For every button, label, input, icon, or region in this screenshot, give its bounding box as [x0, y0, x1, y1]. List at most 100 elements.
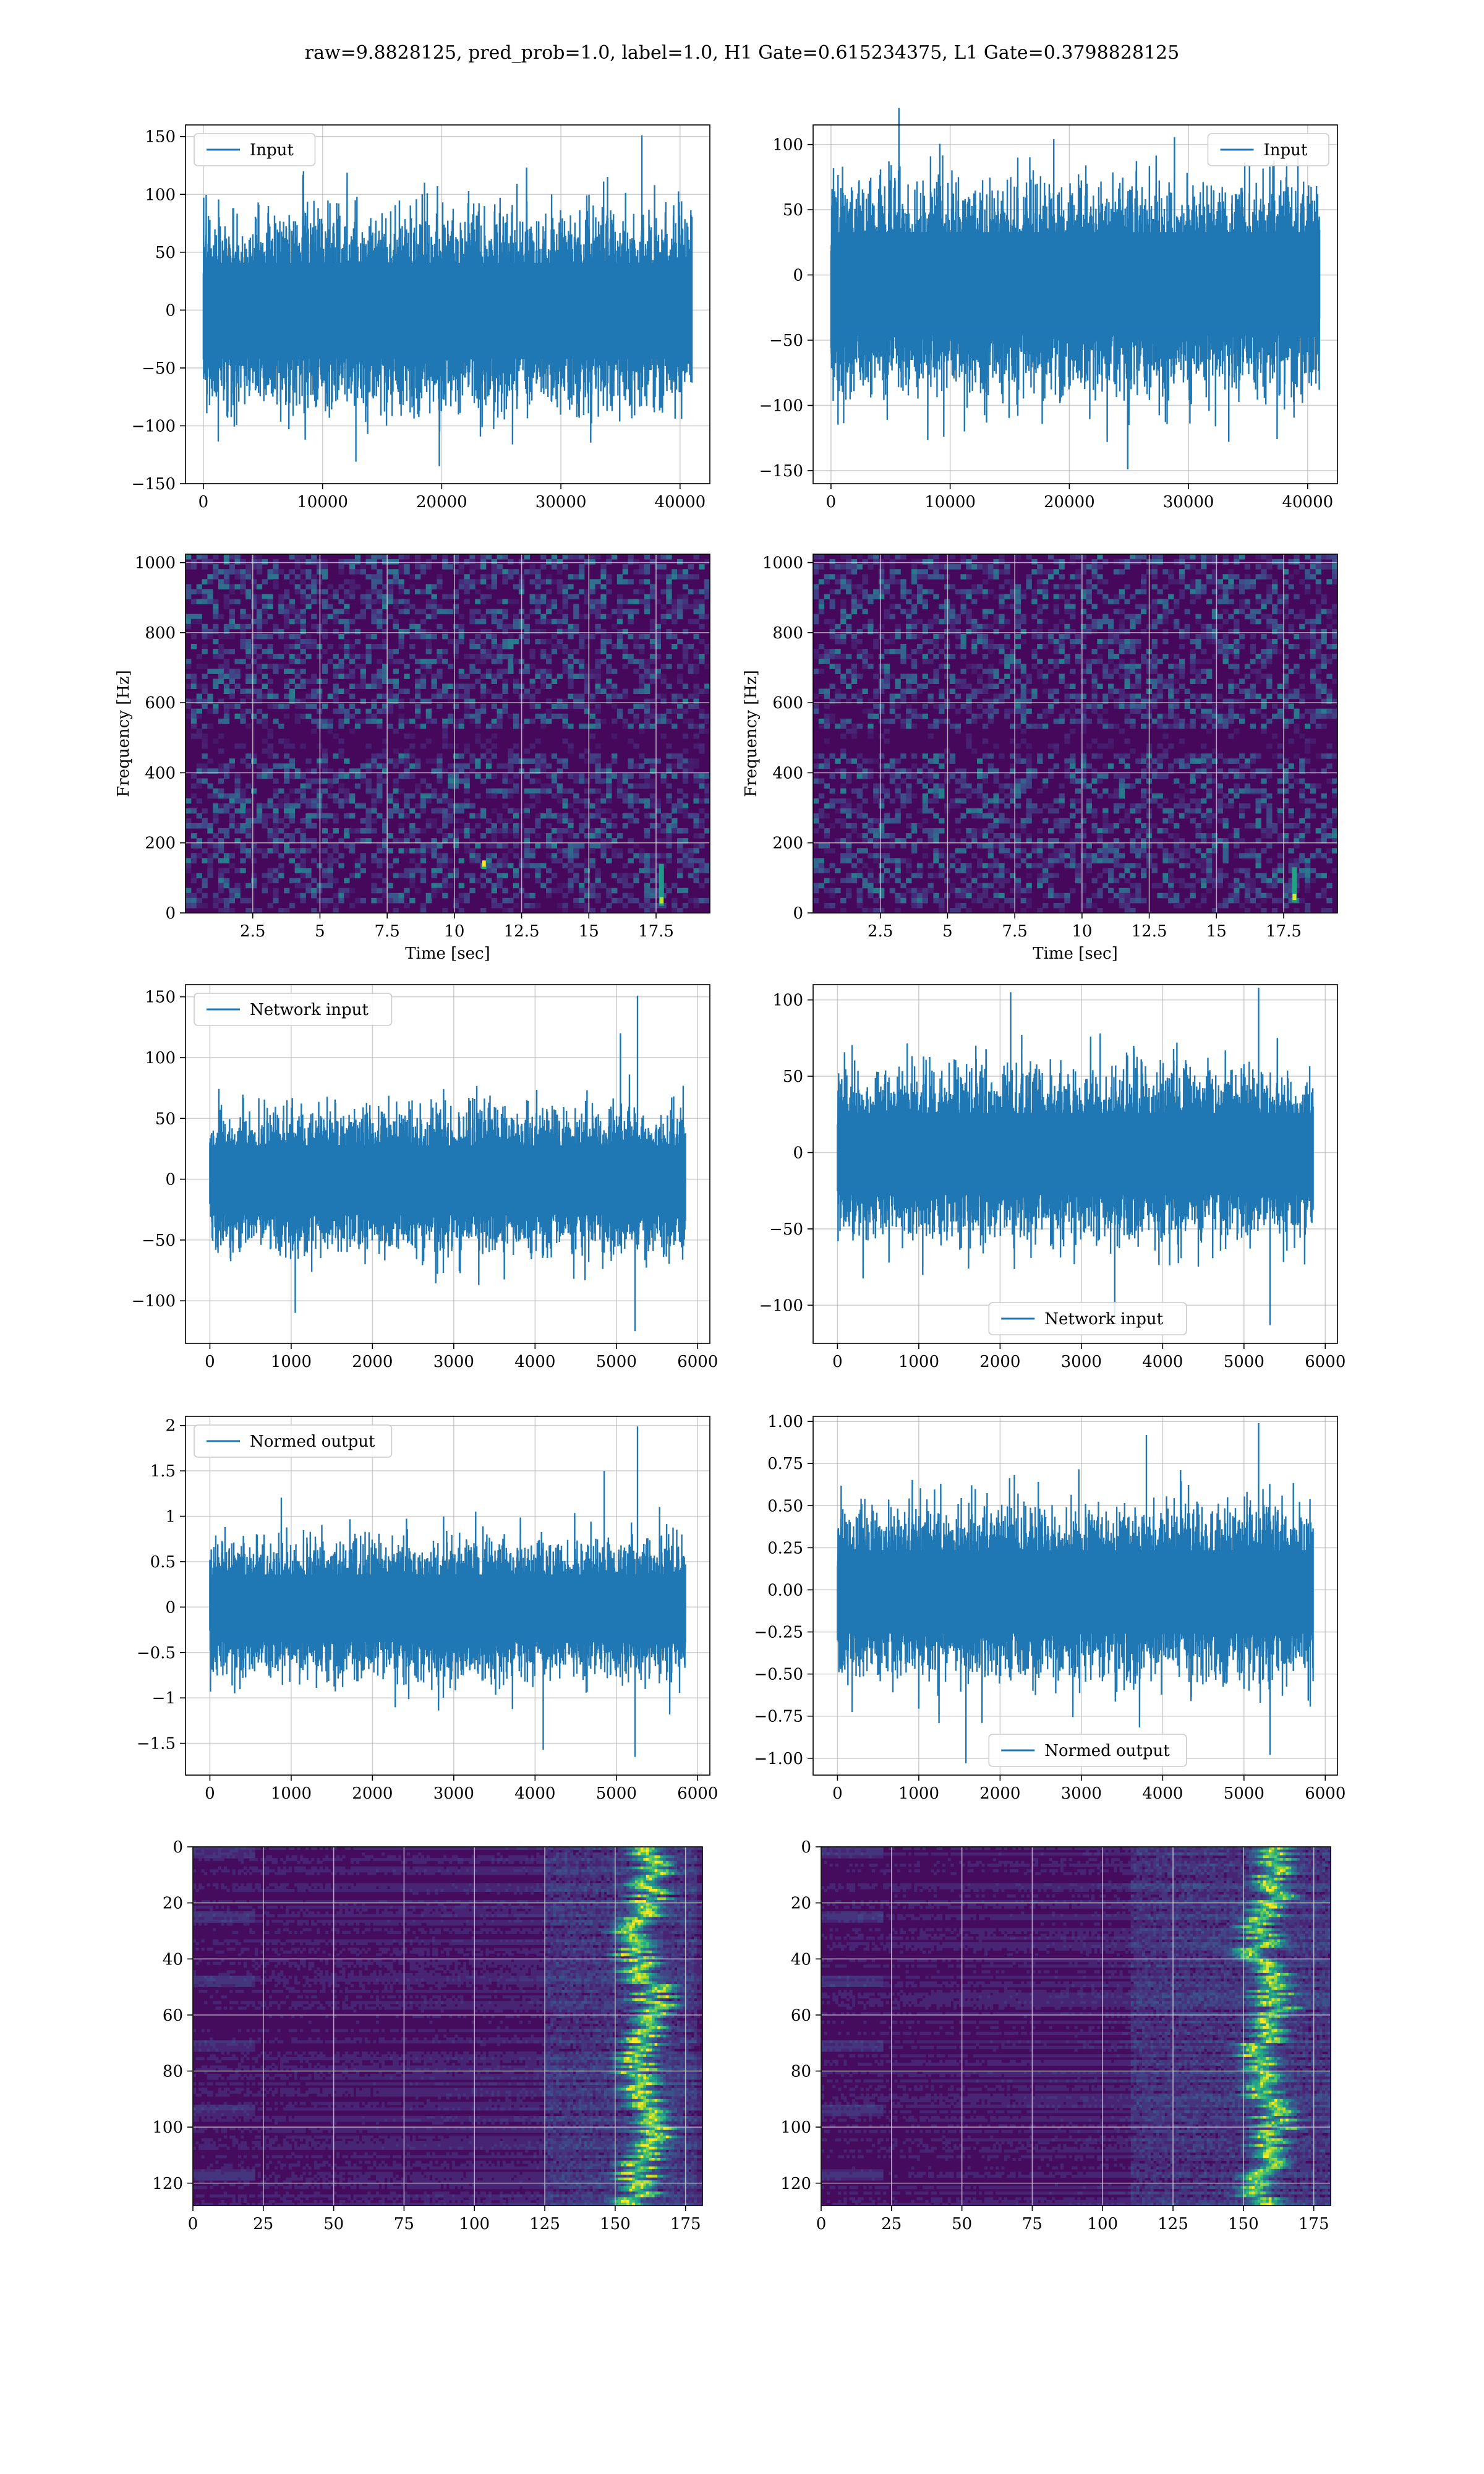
heatmap-cell [1091, 569, 1098, 575]
heatmap-cell [688, 768, 694, 774]
heatmap-cell [333, 683, 339, 689]
heatmap-cell [540, 579, 547, 584]
heatmap-cell [1097, 718, 1103, 724]
heatmap-cell [300, 873, 306, 879]
heatmap-cell [273, 753, 279, 759]
heatmap-cell [900, 892, 906, 899]
heatmap-cell [688, 618, 694, 625]
heatmap-cell [960, 703, 966, 709]
heatmap-cell [344, 559, 350, 565]
heatmap-cell [448, 683, 454, 689]
heatmap-cell [529, 609, 535, 615]
heatmap-cell [464, 788, 470, 794]
heatmap-cell [600, 628, 607, 635]
heatmap-cell [196, 614, 202, 620]
heatmap-cell [349, 888, 356, 894]
y-tick-label: 0 [165, 904, 176, 923]
heatmap-cell [922, 559, 928, 565]
heatmap-cell [966, 788, 972, 794]
heatmap-cell [884, 589, 890, 594]
heatmap-cell [546, 823, 552, 829]
heatmap-cell [393, 618, 399, 625]
heatmap-cell [1086, 863, 1092, 868]
heatmap-cell [448, 713, 454, 719]
heatmap-cell [327, 878, 333, 884]
heatmap-cell [682, 793, 689, 799]
heatmap-cell [699, 773, 705, 779]
heatmap-cell [595, 614, 601, 620]
heatmap-cell [856, 848, 863, 854]
heatmap-cell [464, 833, 470, 839]
heatmap-cell [824, 763, 830, 769]
x-tick-label: 30000 [535, 493, 587, 511]
heatmap-cell [420, 698, 427, 704]
heatmap-cell [693, 843, 699, 849]
heatmap-cell [688, 669, 694, 674]
heatmap-cell [982, 888, 989, 894]
heatmap-cell [360, 818, 366, 824]
heatmap-cell [879, 783, 885, 789]
heatmap-cell [409, 828, 416, 834]
heatmap-cell [568, 833, 574, 839]
heatmap-cell [851, 873, 858, 879]
heatmap-cell [927, 589, 934, 594]
heatmap-cell [1135, 848, 1141, 854]
heatmap-cell [606, 768, 612, 774]
heatmap-cell [955, 628, 961, 635]
heatmap-cell [993, 683, 999, 689]
heatmap-cell [835, 669, 841, 674]
heatmap-cell [949, 674, 956, 679]
heatmap-cell [1119, 674, 1125, 679]
heatmap-cell [415, 574, 421, 580]
heatmap-cell [939, 853, 945, 858]
heatmap-cell [273, 778, 279, 784]
heatmap-cell [469, 698, 475, 704]
heatmap-cell [349, 773, 356, 779]
heatmap-cell [508, 574, 514, 580]
heatmap-cell [704, 878, 710, 884]
heatmap-cell [273, 878, 279, 884]
heatmap-cell [960, 798, 966, 804]
heatmap-cell [677, 803, 683, 809]
heatmap-cell [278, 594, 284, 599]
heatmap-cell [1130, 703, 1136, 709]
heatmap-cell [562, 604, 568, 610]
heatmap-cell [442, 594, 448, 599]
heatmap-cell [262, 748, 268, 754]
heatmap-cell [999, 892, 1005, 899]
heatmap-cell [1102, 664, 1109, 669]
heatmap-cell [1102, 853, 1109, 858]
heatmap-cell [1053, 623, 1059, 630]
heatmap-cell [868, 734, 874, 739]
heatmap-cell [911, 678, 918, 684]
heatmap-cell [955, 683, 961, 689]
heatmap-cell [497, 902, 503, 909]
heatmap-cell [186, 554, 192, 560]
heatmap-cell [1053, 649, 1059, 654]
heatmap-cell [377, 683, 383, 689]
heatmap-cell [1020, 708, 1026, 714]
heatmap-cell [895, 713, 901, 719]
heatmap-cell [612, 718, 618, 724]
heatmap-cell [540, 599, 547, 605]
heatmap-cell [278, 818, 284, 824]
heatmap-cell [699, 818, 705, 824]
heatmap-cell [906, 674, 912, 679]
heatmap-cell [371, 698, 377, 704]
heatmap-cell [900, 649, 906, 654]
heatmap-cell [600, 584, 607, 589]
heatmap-cell [879, 579, 885, 584]
heatmap-cell [502, 614, 508, 620]
heatmap-cell [1020, 718, 1026, 724]
heatmap-cell [327, 793, 333, 799]
heatmap-cell [1015, 698, 1021, 704]
heatmap-cell [900, 659, 906, 664]
heatmap-cell [513, 688, 519, 695]
heatmap-cell [186, 589, 192, 594]
heatmap-cell [1141, 659, 1147, 664]
heatmap-cell [895, 633, 901, 640]
heatmap-cell [448, 858, 454, 863]
heatmap-cell [1141, 768, 1147, 774]
heatmap-cell [977, 623, 983, 630]
heatmap-cell [606, 763, 612, 769]
